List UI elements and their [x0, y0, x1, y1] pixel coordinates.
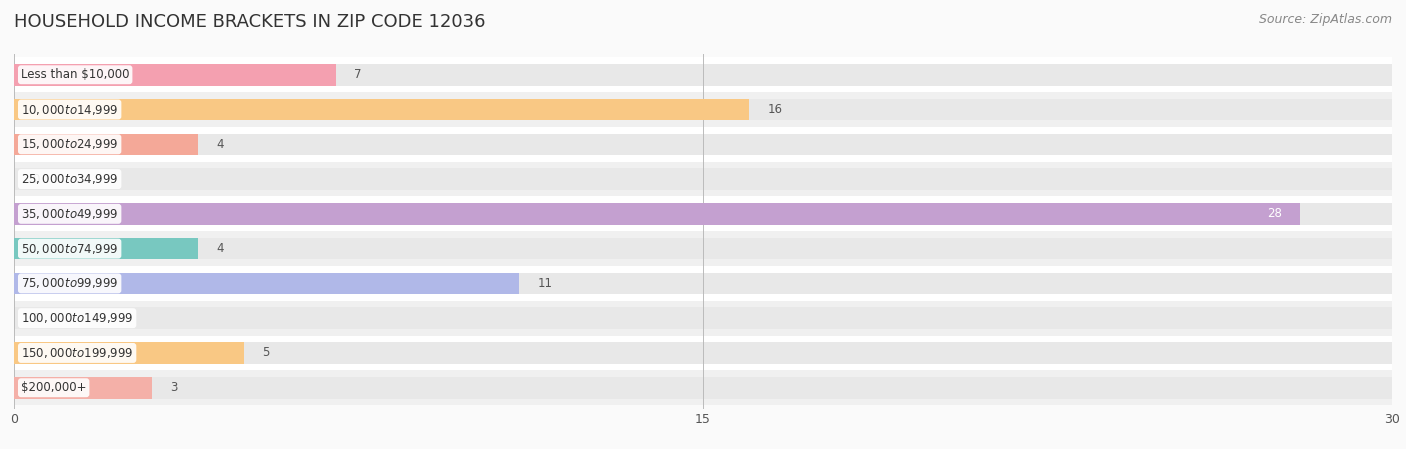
Bar [14, 197, 1392, 231]
Text: Source: ZipAtlas.com: Source: ZipAtlas.com [1258, 13, 1392, 26]
Text: $10,000 to $14,999: $10,000 to $14,999 [21, 102, 118, 117]
Bar [14, 64, 336, 85]
Text: $50,000 to $74,999: $50,000 to $74,999 [21, 242, 118, 255]
Bar [14, 370, 1392, 405]
Bar [14, 342, 243, 364]
Text: 7: 7 [354, 68, 361, 81]
Text: 3: 3 [170, 381, 177, 394]
Text: 28: 28 [1267, 207, 1282, 220]
Text: 11: 11 [537, 277, 553, 290]
Bar [14, 168, 1392, 190]
Bar [14, 203, 1392, 224]
Text: 16: 16 [768, 103, 782, 116]
Bar [14, 301, 1392, 335]
Bar [14, 99, 1392, 120]
Text: $100,000 to $149,999: $100,000 to $149,999 [21, 311, 134, 325]
Text: $200,000+: $200,000+ [21, 381, 86, 394]
Text: HOUSEHOLD INCOME BRACKETS IN ZIP CODE 12036: HOUSEHOLD INCOME BRACKETS IN ZIP CODE 12… [14, 13, 485, 31]
Text: 4: 4 [217, 242, 224, 255]
Bar [14, 133, 198, 155]
Bar [14, 377, 1392, 399]
Text: 4: 4 [217, 138, 224, 151]
Bar [14, 162, 1392, 197]
Text: $150,000 to $199,999: $150,000 to $199,999 [21, 346, 134, 360]
Bar [14, 231, 1392, 266]
Bar [14, 308, 1392, 329]
Text: $25,000 to $34,999: $25,000 to $34,999 [21, 172, 118, 186]
Bar [14, 127, 1392, 162]
Bar [14, 203, 1301, 224]
Bar [14, 238, 1392, 260]
Bar [14, 273, 519, 294]
Text: 0: 0 [32, 172, 39, 185]
Bar [14, 266, 1392, 301]
Bar [14, 273, 1392, 294]
Text: Less than $10,000: Less than $10,000 [21, 68, 129, 81]
Bar [14, 133, 1392, 155]
Bar [14, 238, 198, 260]
Text: 5: 5 [262, 347, 270, 360]
Bar [14, 335, 1392, 370]
Bar [14, 57, 1392, 92]
Text: $75,000 to $99,999: $75,000 to $99,999 [21, 277, 118, 291]
Bar [14, 342, 1392, 364]
Text: $15,000 to $24,999: $15,000 to $24,999 [21, 137, 118, 151]
Bar [14, 99, 749, 120]
Text: $35,000 to $49,999: $35,000 to $49,999 [21, 207, 118, 221]
Bar [14, 92, 1392, 127]
Text: 0: 0 [32, 312, 39, 325]
Bar [14, 377, 152, 399]
Bar [14, 64, 1392, 85]
